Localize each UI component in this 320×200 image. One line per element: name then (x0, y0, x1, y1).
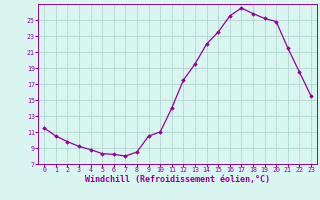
X-axis label: Windchill (Refroidissement éolien,°C): Windchill (Refroidissement éolien,°C) (85, 175, 270, 184)
